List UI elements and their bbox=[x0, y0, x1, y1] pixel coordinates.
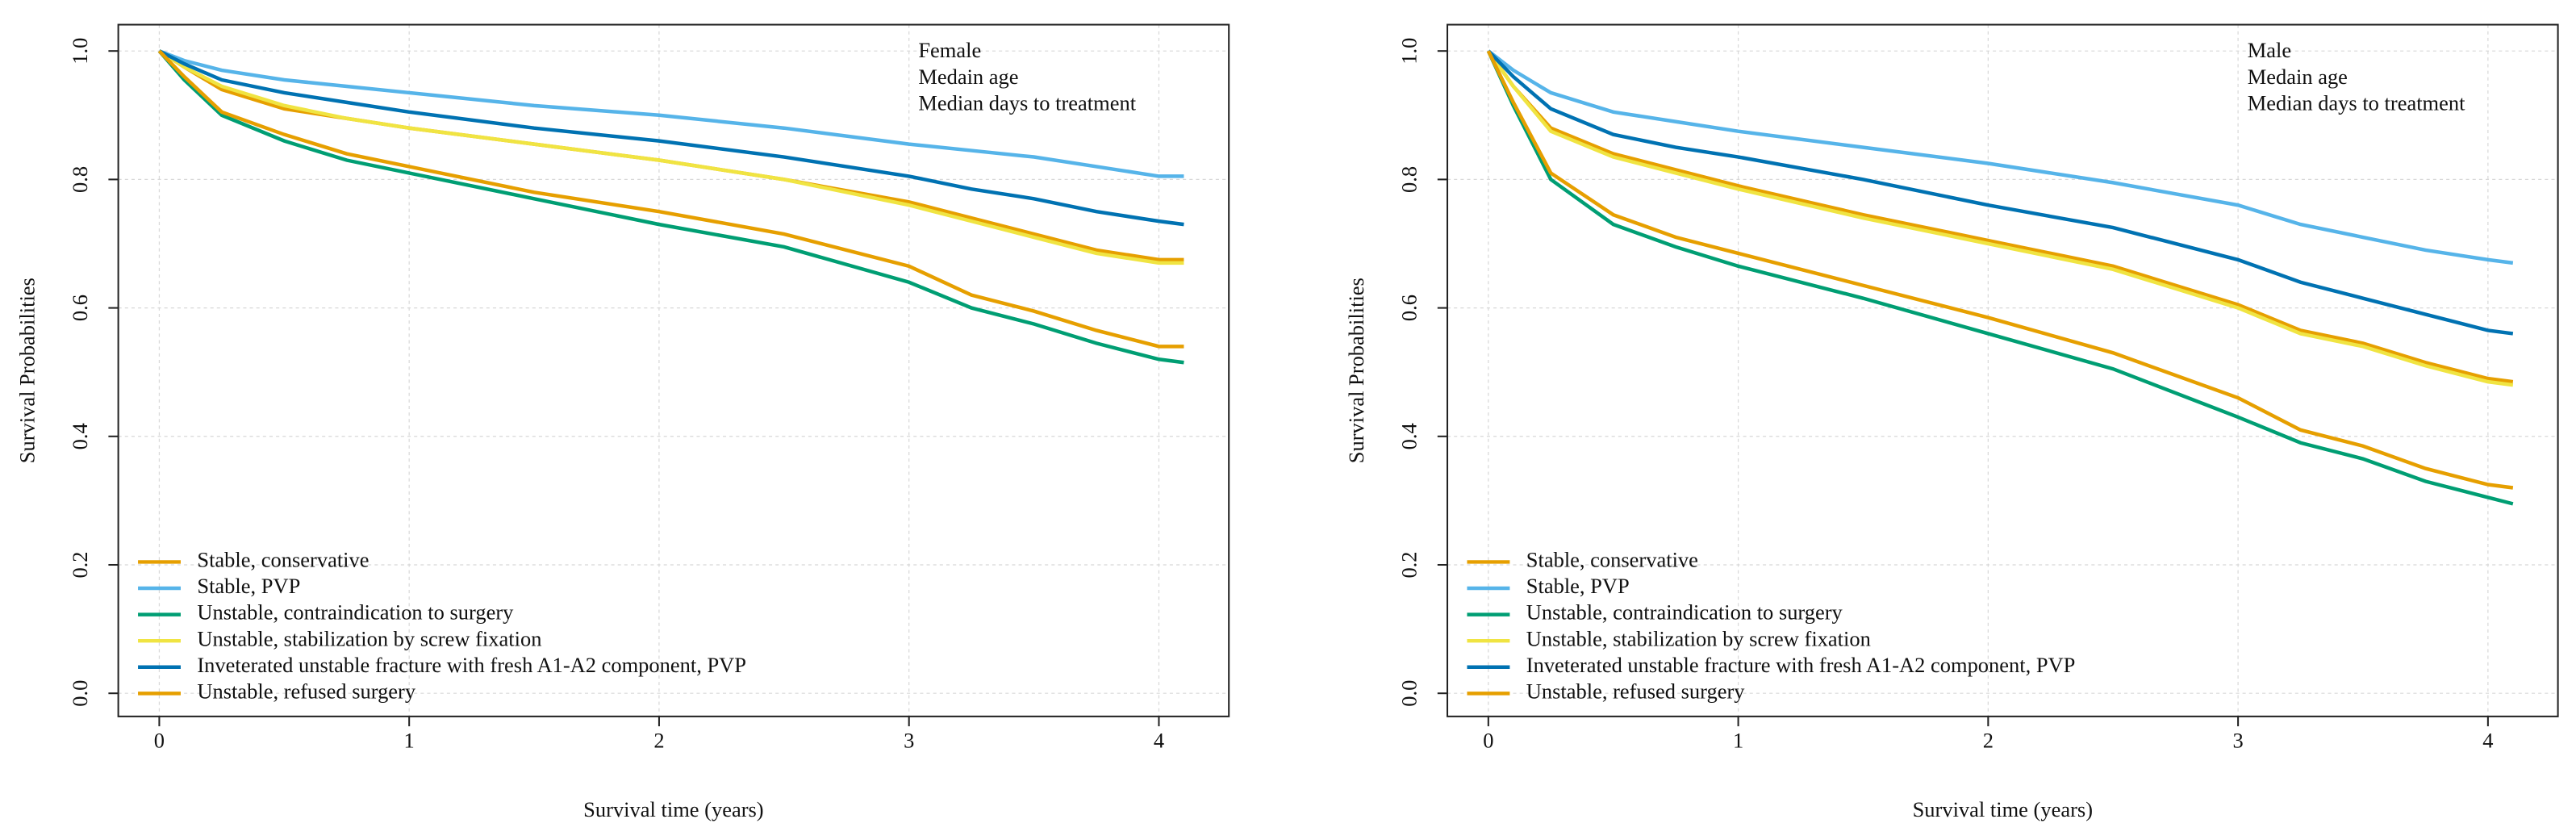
legend-label: Unstable, contraindication to surgery bbox=[1526, 600, 1843, 625]
x-tick-label: 2 bbox=[653, 729, 664, 753]
x-tick-label: 1 bbox=[1733, 729, 1743, 753]
survival-curve bbox=[1486, 49, 2514, 384]
x-tick-label: 3 bbox=[904, 729, 914, 753]
survival-curve bbox=[1486, 49, 2514, 387]
y-tick-label: 0.4 bbox=[1397, 423, 1421, 449]
x-axis-title: Survival time (years) bbox=[1913, 797, 2093, 821]
legend-label: Unstable, stabilization by screw fixatio… bbox=[1526, 626, 1871, 650]
annotation: Male bbox=[2248, 38, 2291, 62]
survival-curve bbox=[158, 49, 1184, 178]
legend-label: Stable, conservative bbox=[1526, 548, 1698, 572]
legend-label: Unstable, refused surgery bbox=[197, 679, 416, 703]
x-tick-label: 0 bbox=[1483, 729, 1493, 753]
survival-curve bbox=[158, 49, 1184, 227]
annotation: Medain age bbox=[918, 65, 1018, 89]
legend-label: Unstable, refused surgery bbox=[1526, 679, 1746, 703]
y-tick-label: 1.0 bbox=[68, 38, 92, 65]
survival-curve bbox=[158, 49, 1184, 265]
survival-curve bbox=[1487, 49, 2514, 265]
x-tick-label: 1 bbox=[404, 729, 415, 753]
panel: 0 1 2 3 4 0.0 0.2 0.4 0.6 0.8 1.0 Survival time (ye… bbox=[1344, 23, 2559, 821]
y-tick-label: 0.2 bbox=[1397, 551, 1421, 578]
x-tick-label: 4 bbox=[1154, 729, 1164, 753]
y-tick-label: 0.4 bbox=[68, 423, 92, 449]
panel: 0 1 2 3 4 0.0 0.2 0.4 0.6 0.8 1.0 Survival time (ye… bbox=[15, 23, 1230, 821]
y-tick-label: 0.8 bbox=[1397, 166, 1421, 193]
legend-label: Unstable, stabilization by screw fixatio… bbox=[197, 626, 541, 650]
y-tick-label: 0.6 bbox=[1397, 295, 1421, 321]
survival-curve bbox=[157, 49, 1184, 349]
legend-label: Stable, PVP bbox=[1526, 574, 1630, 598]
annotation: Medain age bbox=[2248, 65, 2348, 89]
plot-frame bbox=[1447, 23, 2559, 717]
survival-curve bbox=[1487, 49, 2514, 336]
x-tick-label: 4 bbox=[2482, 729, 2493, 753]
y-tick-label: 0.6 bbox=[68, 295, 92, 321]
x-tick-label: 0 bbox=[154, 729, 165, 753]
legend-label: Unstable, contraindication to surgery bbox=[197, 600, 514, 625]
y-axis-title: Survival Probabilities bbox=[15, 278, 40, 463]
annotation: Median days to treatment bbox=[918, 90, 1136, 115]
plot-frame bbox=[117, 23, 1230, 717]
y-tick-label: 0.0 bbox=[1397, 680, 1421, 707]
y-tick-label: 0.8 bbox=[68, 166, 92, 193]
legend-label: Stable, conservative bbox=[197, 548, 369, 572]
y-tick-label: 1.0 bbox=[1397, 38, 1421, 65]
x-tick-label: 2 bbox=[1983, 729, 1994, 753]
survival-curve bbox=[1486, 50, 2514, 490]
legend-label: Inveterated unstable fracture with fresh… bbox=[197, 653, 746, 677]
y-tick-label: 0.2 bbox=[68, 551, 92, 578]
x-axis-title: Survival time (years) bbox=[583, 797, 763, 821]
annotation: Female bbox=[918, 38, 981, 62]
legend-label: Inveterated unstable fracture with fresh… bbox=[1526, 653, 2076, 677]
x-tick-label: 3 bbox=[2232, 729, 2243, 753]
survival-curve bbox=[1486, 50, 2514, 506]
survival-curve bbox=[157, 49, 1184, 365]
legend-label: Stable, PVP bbox=[197, 574, 300, 598]
annotation: Median days to treatment bbox=[2248, 90, 2465, 115]
y-axis-title: Survival Probabilities bbox=[1344, 278, 1368, 463]
y-tick-label: 0.0 bbox=[68, 680, 92, 707]
